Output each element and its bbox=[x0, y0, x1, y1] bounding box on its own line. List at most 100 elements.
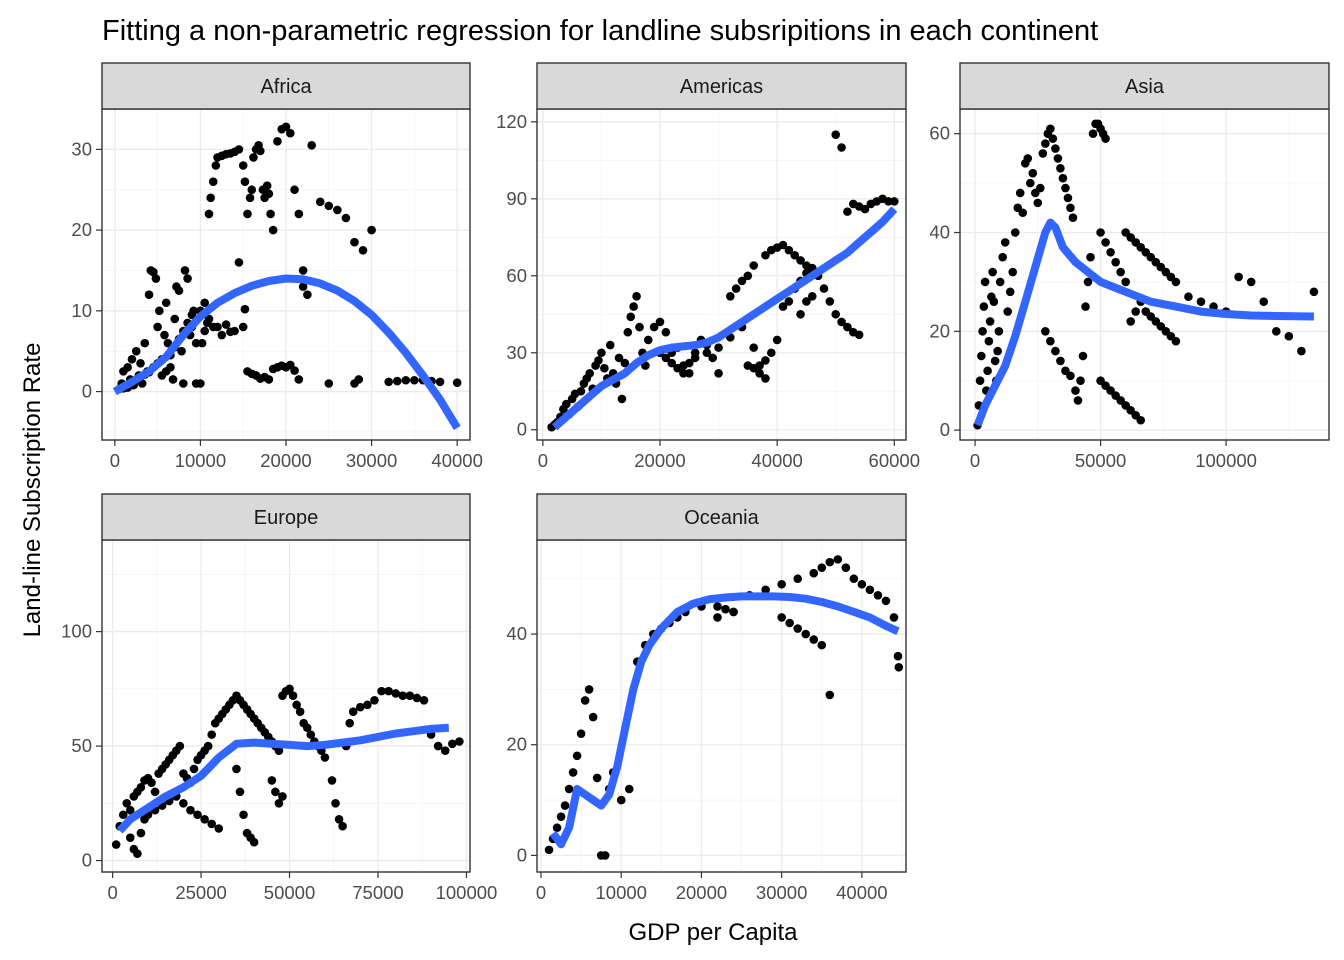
data-point bbox=[235, 787, 245, 797]
data-point bbox=[857, 579, 867, 589]
data-point bbox=[149, 267, 158, 277]
data-point bbox=[1126, 317, 1135, 326]
data-point bbox=[274, 746, 284, 755]
data-point bbox=[221, 320, 231, 329]
data-point bbox=[196, 379, 205, 388]
data-point bbox=[1121, 277, 1130, 287]
data-point bbox=[211, 161, 221, 170]
facet-asia: Asia 0 50000 100000 0 20 40 60 bbox=[929, 62, 1330, 471]
data-point bbox=[594, 356, 603, 365]
data-point bbox=[561, 399, 571, 409]
chart-title: Fitting a non-parametric regression for … bbox=[102, 15, 1098, 47]
data-point bbox=[881, 596, 891, 606]
data-point bbox=[239, 810, 248, 820]
data-point bbox=[358, 245, 368, 255]
data-point bbox=[809, 568, 819, 578]
data-point bbox=[213, 322, 222, 332]
data-point bbox=[384, 377, 393, 387]
data-point bbox=[338, 821, 347, 831]
data-point bbox=[568, 768, 578, 777]
data-point bbox=[331, 799, 340, 808]
data-point bbox=[825, 690, 835, 700]
data-point bbox=[392, 376, 402, 386]
facet-strip bbox=[536, 62, 907, 110]
data-point bbox=[708, 353, 718, 363]
data-point bbox=[238, 161, 248, 170]
data-point bbox=[273, 136, 282, 146]
x-tick-label: 0 bbox=[970, 450, 980, 471]
data-point bbox=[345, 718, 354, 728]
data-point bbox=[298, 266, 308, 275]
data-point bbox=[777, 579, 786, 589]
x-axis-title: GDP per Capita bbox=[629, 919, 799, 946]
data-point bbox=[307, 141, 316, 150]
data-point bbox=[1063, 193, 1073, 203]
x-tick-label: 40000 bbox=[836, 882, 887, 903]
data-point bbox=[177, 346, 186, 356]
data-point bbox=[163, 338, 173, 348]
data-point bbox=[772, 335, 782, 345]
data-point bbox=[405, 691, 415, 700]
data-point bbox=[363, 700, 372, 710]
data-point bbox=[629, 302, 638, 311]
data-point bbox=[264, 375, 274, 384]
x-tick-label: 75000 bbox=[352, 882, 403, 903]
data-point bbox=[240, 304, 250, 314]
data-point bbox=[544, 845, 554, 855]
data-point bbox=[179, 379, 188, 388]
data-point bbox=[729, 607, 738, 617]
data-point bbox=[802, 297, 811, 306]
data-point bbox=[576, 386, 586, 396]
data-point bbox=[564, 784, 574, 794]
data-point bbox=[761, 585, 770, 595]
data-point bbox=[576, 729, 586, 738]
data-point bbox=[348, 707, 358, 717]
data-point bbox=[1081, 302, 1090, 311]
data-point bbox=[1086, 252, 1095, 262]
data-point bbox=[1136, 415, 1146, 425]
x-tick-label: 40000 bbox=[751, 450, 802, 471]
data-point bbox=[292, 700, 301, 710]
data-point bbox=[1066, 203, 1075, 213]
x-tick-label: 25000 bbox=[175, 882, 226, 903]
data-point bbox=[893, 651, 903, 661]
data-point bbox=[290, 366, 299, 375]
data-point bbox=[626, 312, 636, 322]
data-point bbox=[1068, 213, 1078, 222]
data-point bbox=[983, 366, 992, 376]
data-point bbox=[702, 348, 712, 358]
facet-oceania: Oceania 0 10000 20000 30000 40000 0 20 40 bbox=[506, 493, 907, 903]
data-point bbox=[243, 209, 252, 219]
x-tick-label: 40000 bbox=[431, 450, 482, 471]
data-point bbox=[833, 555, 843, 564]
data-point bbox=[151, 274, 161, 283]
data-point bbox=[802, 261, 811, 270]
data-point bbox=[150, 787, 160, 797]
smooth-line bbox=[549, 592, 900, 849]
data-point bbox=[801, 629, 811, 639]
data-point bbox=[1008, 267, 1018, 277]
data-point bbox=[278, 792, 287, 801]
x-tick-label: 100000 bbox=[436, 882, 498, 903]
data-point bbox=[998, 252, 1007, 262]
data-point bbox=[777, 613, 786, 622]
data-point bbox=[193, 810, 202, 820]
y-tick-label: 30 bbox=[506, 342, 527, 363]
data-point bbox=[320, 753, 330, 762]
data-point bbox=[1234, 272, 1243, 282]
data-point bbox=[161, 367, 171, 376]
x-tick-label: 30000 bbox=[346, 450, 397, 471]
data-point bbox=[391, 689, 400, 698]
y-tick-label: 20 bbox=[506, 734, 527, 755]
x-tick-label: 10000 bbox=[175, 450, 226, 471]
facet-strip-label: Africa bbox=[260, 76, 312, 98]
data-point bbox=[341, 213, 351, 223]
data-point bbox=[592, 773, 602, 783]
data-point bbox=[841, 563, 851, 572]
data-point bbox=[281, 122, 291, 132]
data-point bbox=[673, 363, 682, 373]
data-point bbox=[1056, 356, 1065, 366]
data-point bbox=[809, 635, 819, 644]
data-point bbox=[131, 346, 141, 356]
data-point bbox=[1051, 346, 1060, 356]
